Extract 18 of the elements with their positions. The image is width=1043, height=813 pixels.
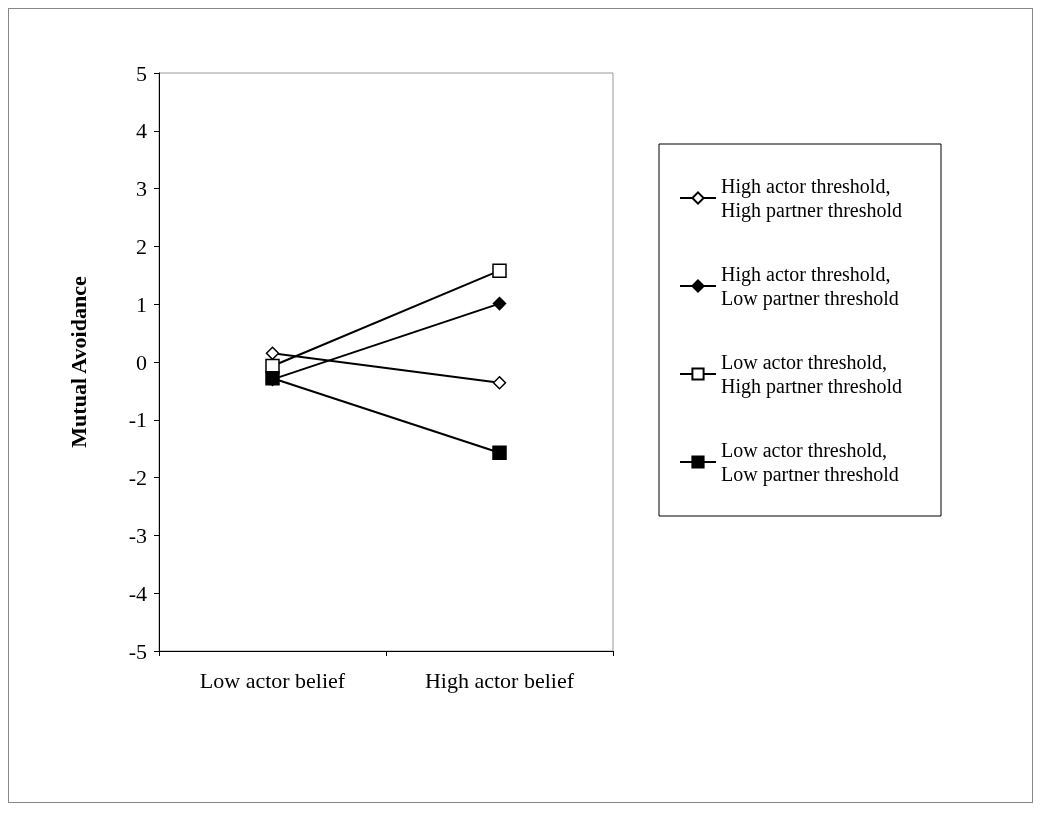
y-tick-label: -4 <box>128 580 147 606</box>
x-tick-label: Low actor belief <box>199 667 346 693</box>
y-tick-label: 0 <box>136 349 147 375</box>
y-tick-label: 1 <box>136 291 147 317</box>
x-tick-label: High actor belief <box>424 667 575 693</box>
y-tick-label: -1 <box>128 407 147 433</box>
y-tick-label: 4 <box>136 118 147 144</box>
y-tick-label: 5 <box>136 60 147 86</box>
y-tick-label: -2 <box>128 465 147 491</box>
y-tick-label: 2 <box>136 233 147 259</box>
y-tick-label: -3 <box>128 522 147 548</box>
y-axis-title: Mutual Avoidance <box>65 276 91 448</box>
legend-label: High actor threshold, Low partner threshold <box>721 263 899 310</box>
y-tick-label: 3 <box>136 176 147 202</box>
legend-label: Low actor threshold, High partner threshold <box>721 351 903 398</box>
legend-label: High actor threshold, High partner threshold <box>721 175 903 222</box>
legend-label: Low actor threshold, Low partner threshold <box>721 439 899 486</box>
y-tick-label: -5 <box>128 638 147 664</box>
